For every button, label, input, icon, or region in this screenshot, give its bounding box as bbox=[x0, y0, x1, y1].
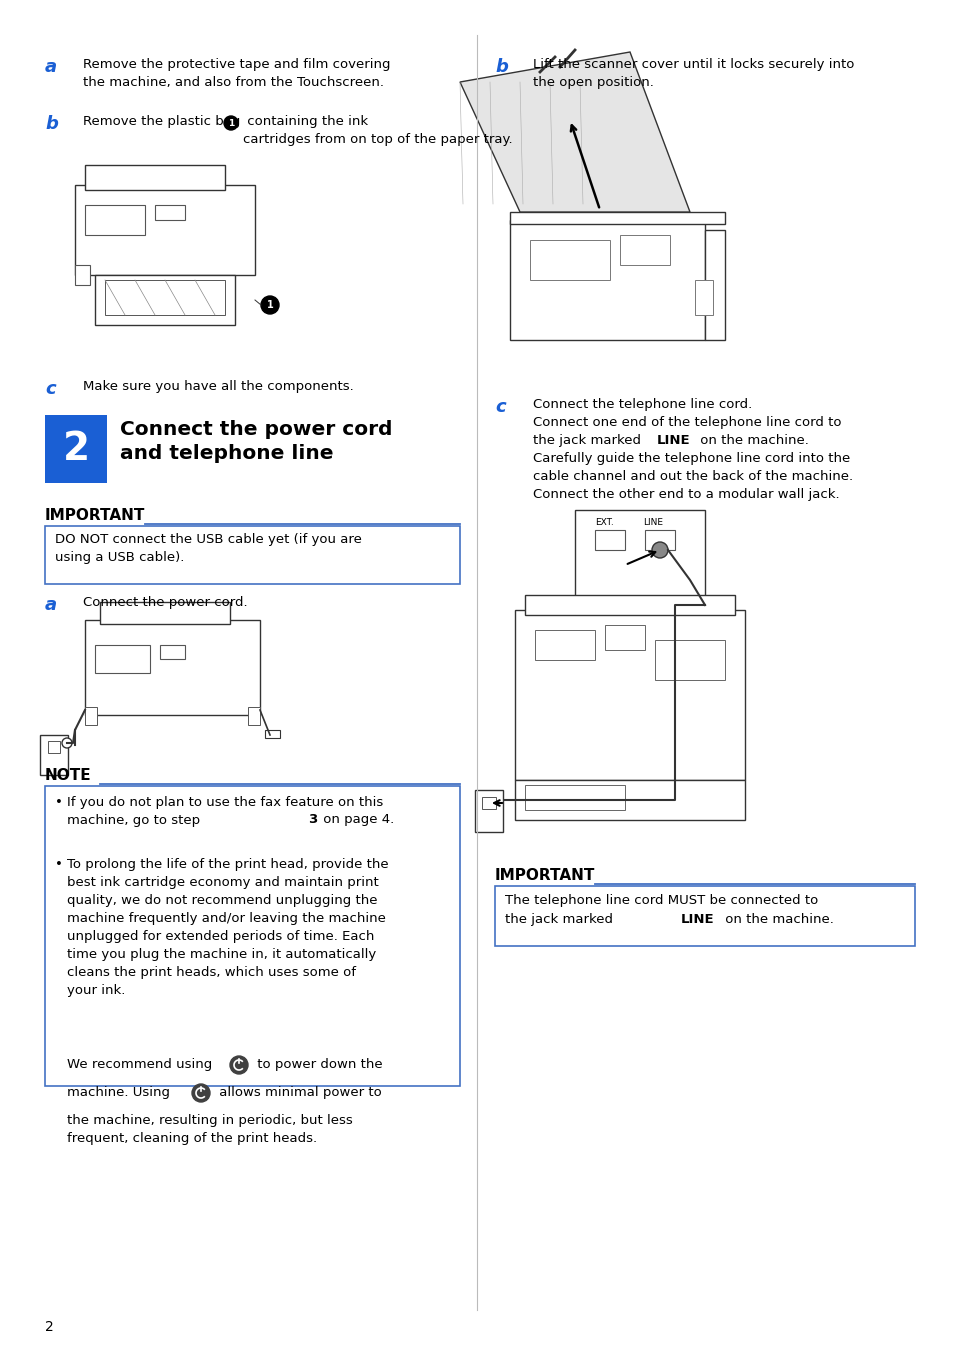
Bar bbox=[75, 265, 90, 285]
Text: •: • bbox=[55, 859, 63, 871]
Text: EXT.: EXT. bbox=[595, 518, 613, 526]
Bar bbox=[95, 275, 234, 325]
Bar bbox=[524, 595, 734, 616]
Text: Connect the telephone line cord.: Connect the telephone line cord. bbox=[533, 398, 752, 410]
Text: on page 4.: on page 4. bbox=[318, 813, 394, 826]
Bar bbox=[510, 212, 724, 224]
Text: allows minimal power to: allows minimal power to bbox=[214, 1085, 381, 1099]
Circle shape bbox=[62, 738, 71, 748]
Bar bbox=[655, 640, 724, 680]
Bar bbox=[160, 645, 185, 659]
Bar bbox=[85, 620, 260, 716]
Text: a: a bbox=[45, 58, 57, 76]
Text: IMPORTANT: IMPORTANT bbox=[45, 508, 145, 522]
Bar bbox=[40, 734, 68, 775]
Bar bbox=[530, 240, 609, 279]
Text: on the machine.: on the machine. bbox=[720, 913, 833, 926]
Polygon shape bbox=[459, 53, 689, 212]
Bar bbox=[575, 510, 704, 599]
Circle shape bbox=[224, 116, 237, 130]
Text: Make sure you have all the components.: Make sure you have all the components. bbox=[83, 379, 354, 393]
Text: containing the ink
cartridges from on top of the paper tray.: containing the ink cartridges from on to… bbox=[243, 115, 512, 146]
Bar bbox=[95, 645, 150, 674]
Bar bbox=[695, 279, 712, 315]
Text: Remove the plastic bag: Remove the plastic bag bbox=[83, 115, 244, 128]
Text: c: c bbox=[495, 398, 505, 416]
Circle shape bbox=[651, 541, 667, 558]
Text: b: b bbox=[495, 58, 507, 76]
Bar bbox=[475, 790, 502, 832]
Text: LINE: LINE bbox=[657, 433, 690, 447]
Bar bbox=[515, 610, 744, 780]
Text: DO NOT connect the USB cable yet (if you are
using a USB cable).: DO NOT connect the USB cable yet (if you… bbox=[55, 533, 361, 564]
Bar bbox=[154, 205, 185, 220]
Text: •: • bbox=[55, 796, 63, 809]
Bar bbox=[75, 185, 254, 275]
Circle shape bbox=[192, 1084, 210, 1102]
Text: If you do not plan to use the fax feature on this
machine, go to step: If you do not plan to use the fax featur… bbox=[67, 796, 383, 828]
Bar bbox=[48, 741, 60, 753]
Text: to power down the: to power down the bbox=[253, 1058, 382, 1071]
Bar bbox=[105, 279, 225, 315]
Circle shape bbox=[261, 296, 278, 315]
Text: machine. Using: machine. Using bbox=[67, 1085, 170, 1099]
Text: 2: 2 bbox=[45, 1320, 53, 1334]
Text: cable channel and out the back of the machine.: cable channel and out the back of the ma… bbox=[533, 470, 852, 483]
Text: Remove the protective tape and film covering
the machine, and also from the Touc: Remove the protective tape and film cove… bbox=[83, 58, 390, 89]
Text: on the machine.: on the machine. bbox=[696, 433, 808, 447]
Text: NOTE: NOTE bbox=[45, 768, 91, 783]
Text: LINE: LINE bbox=[642, 518, 662, 526]
Bar bbox=[524, 784, 624, 810]
Text: 1: 1 bbox=[228, 119, 233, 127]
Bar bbox=[619, 235, 669, 265]
Text: Connect one end of the telephone line cord to: Connect one end of the telephone line co… bbox=[533, 416, 841, 429]
Bar bbox=[248, 707, 260, 725]
Bar bbox=[85, 707, 97, 725]
Bar bbox=[644, 531, 675, 549]
Bar bbox=[535, 630, 595, 660]
Text: 2: 2 bbox=[62, 431, 90, 468]
Bar bbox=[45, 786, 459, 1085]
Text: We recommend using: We recommend using bbox=[67, 1058, 212, 1071]
Text: Lift the scanner cover until it locks securely into
the open position.: Lift the scanner cover until it locks se… bbox=[533, 58, 854, 89]
Text: Carefully guide the telephone line cord into the: Carefully guide the telephone line cord … bbox=[533, 452, 849, 464]
Bar bbox=[481, 796, 496, 809]
Text: To prolong the life of the print head, provide the
best ink cartridge economy an: To prolong the life of the print head, p… bbox=[67, 859, 388, 998]
Bar bbox=[515, 780, 744, 819]
Bar bbox=[265, 730, 280, 738]
Text: the machine, resulting in periodic, but less
frequent, cleaning of the print hea: the machine, resulting in periodic, but … bbox=[67, 1114, 353, 1145]
Text: LINE: LINE bbox=[680, 913, 714, 926]
Bar bbox=[595, 531, 624, 549]
Bar bbox=[45, 526, 459, 585]
Circle shape bbox=[230, 1056, 248, 1075]
Bar bbox=[45, 414, 107, 483]
Text: b: b bbox=[45, 115, 58, 134]
Text: c: c bbox=[45, 379, 55, 398]
Text: Connect the power cord
and telephone line: Connect the power cord and telephone lin… bbox=[120, 420, 392, 463]
Bar bbox=[85, 205, 145, 235]
Text: Connect the other end to a modular wall jack.: Connect the other end to a modular wall … bbox=[533, 487, 839, 501]
Text: 1: 1 bbox=[266, 300, 274, 310]
Text: a: a bbox=[45, 595, 57, 614]
Text: The telephone line cord MUST be connected to
the jack marked: The telephone line cord MUST be connecte… bbox=[504, 894, 818, 926]
Bar bbox=[704, 230, 724, 340]
Bar bbox=[495, 886, 914, 946]
Text: 3: 3 bbox=[308, 813, 317, 826]
Text: Connect the power cord.: Connect the power cord. bbox=[83, 595, 248, 609]
Bar bbox=[604, 625, 644, 649]
Bar bbox=[85, 165, 225, 190]
Bar bbox=[510, 220, 704, 340]
Bar bbox=[100, 602, 230, 624]
Text: IMPORTANT: IMPORTANT bbox=[495, 868, 595, 883]
Text: the jack marked: the jack marked bbox=[533, 433, 644, 447]
